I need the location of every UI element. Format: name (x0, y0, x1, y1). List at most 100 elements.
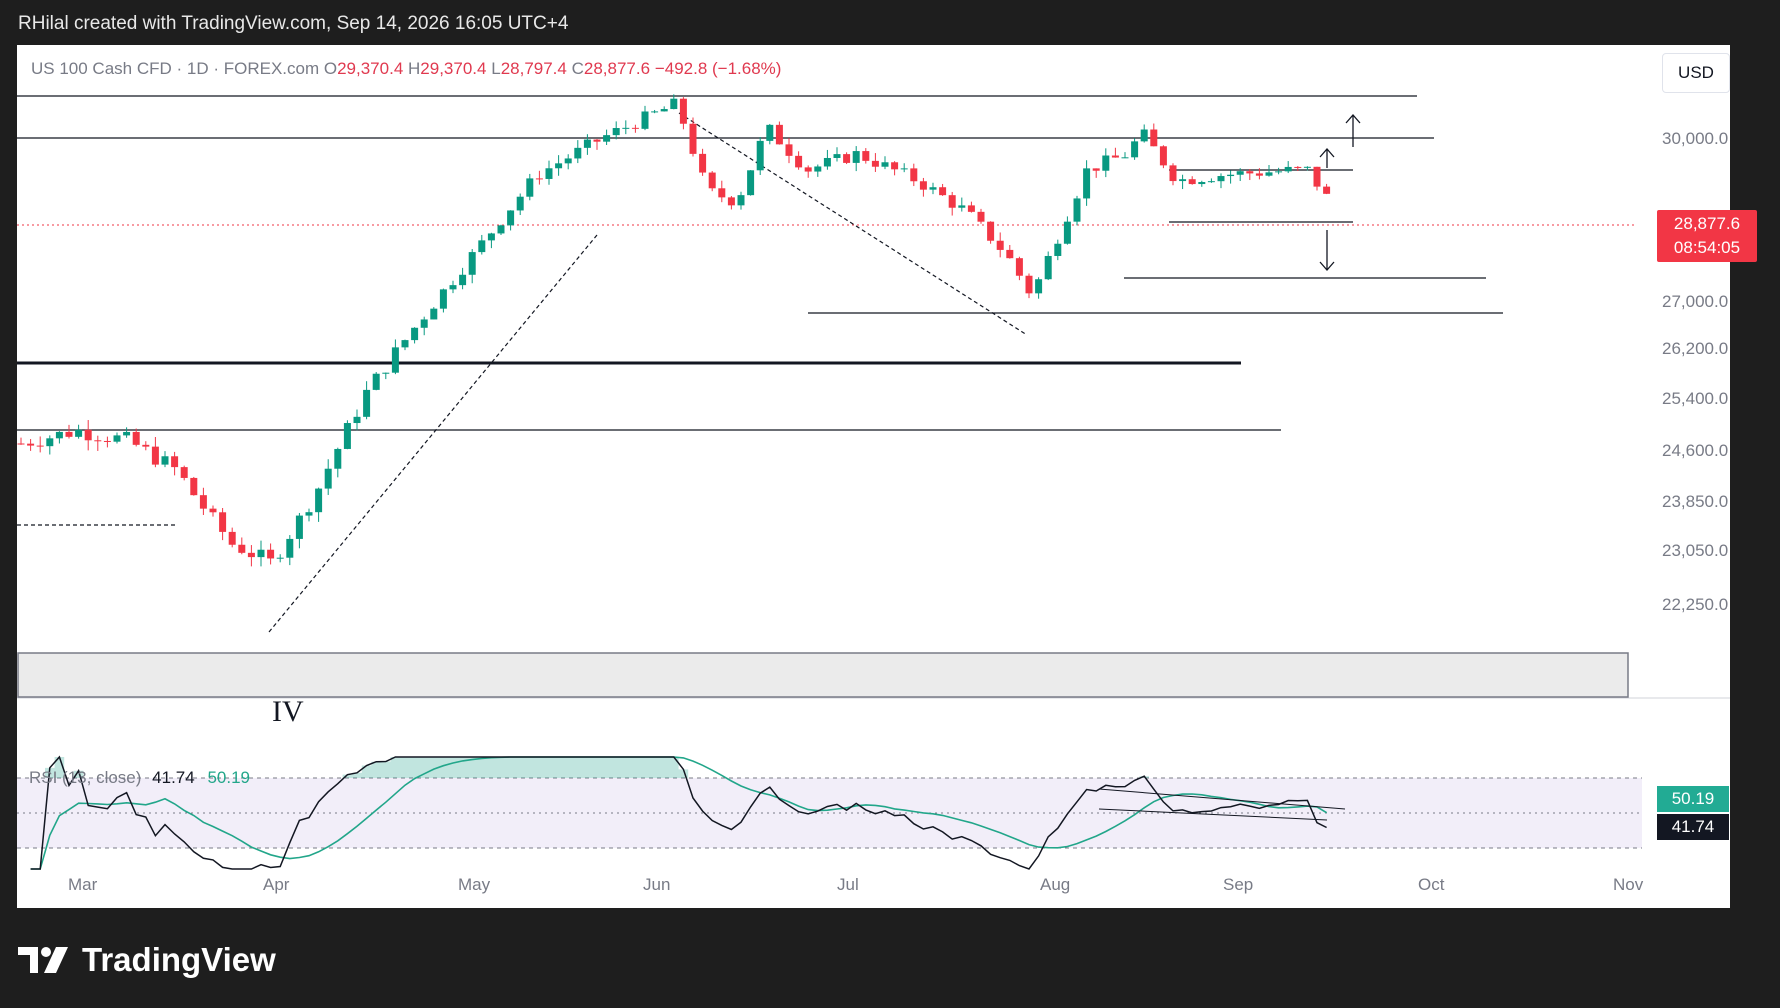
candle-body (75, 429, 83, 437)
x-tick-label: Jul (837, 875, 859, 894)
candle-body (891, 162, 899, 170)
x-tick-label: Apr (263, 875, 290, 894)
y-tick-label: 26,200.0 (1662, 339, 1728, 358)
candle-body (1313, 166, 1321, 187)
y-axis: 30,000.028,000.027,000.026,200.025,400.0… (1662, 129, 1728, 614)
low-label: L (491, 59, 501, 78)
candle-body (670, 98, 678, 110)
high-value: 29,370.4 (420, 59, 487, 78)
candle-body (1083, 168, 1091, 199)
rsi-overbought-fill (45, 757, 1149, 778)
candle-body (305, 512, 313, 516)
candle-body (1044, 255, 1052, 280)
wave-iv-zone (17, 652, 1629, 698)
candle-body (430, 308, 438, 320)
candle-body (132, 431, 140, 445)
candle-body (1217, 176, 1225, 182)
y-tick-label: 24,600.0 (1662, 441, 1728, 460)
candle-body (459, 274, 467, 286)
close-value: 28,877.6 (583, 59, 651, 78)
candle-body (439, 289, 447, 309)
candle-body (775, 124, 783, 145)
wave-iv-label: IV (272, 695, 304, 728)
candle-body (679, 98, 687, 124)
arrow-down (1319, 230, 1335, 271)
candle-body (823, 157, 831, 167)
candle-body (852, 151, 860, 163)
candle-body (516, 196, 524, 211)
chart-canvas[interactable]: 30,000.028,000.027,000.026,200.025,400.0… (17, 45, 1730, 908)
candle-body (871, 160, 879, 167)
rsi-value: 41.74 (152, 768, 195, 787)
candle-body (843, 154, 851, 163)
candle-body (708, 172, 716, 189)
candle-body (497, 225, 505, 234)
symbol-name: US 100 Cash CFD · 1D · FOREX.com (31, 59, 320, 78)
candle-body (113, 435, 121, 442)
candle-body (353, 416, 361, 424)
candle-body (94, 440, 102, 442)
candle-body (142, 444, 150, 447)
candle-body (1063, 221, 1071, 244)
candle-body (1169, 165, 1177, 182)
candle-body (766, 124, 774, 141)
chart-panel[interactable]: 30,000.028,000.027,000.026,200.025,400.0… (17, 45, 1757, 908)
change-value: −492.8 (−1.68%) (654, 59, 782, 78)
candle-body (276, 557, 284, 559)
candle-body (1255, 173, 1263, 176)
candle-body (795, 155, 803, 168)
candle-body (161, 456, 169, 465)
attribution-bar: RHilal created with TradingView.com, Sep… (0, 0, 1780, 45)
rsi-value-tag: 41.74 (1657, 814, 1729, 840)
candle-body (747, 170, 755, 196)
rsi-trendline-top (1098, 788, 1346, 810)
last-price-tag: 28,877.6 08:54:05 (1657, 210, 1757, 262)
candle-body (219, 512, 227, 532)
arrow-up-1 (1345, 114, 1361, 147)
candle-body (1284, 166, 1292, 172)
candle-body (1323, 186, 1331, 194)
candle-body (372, 373, 380, 390)
candle-body (228, 531, 236, 545)
low-value: 28,797.4 (500, 59, 567, 78)
candle-body (420, 319, 428, 328)
attribution-text: RHilal created with TradingView.com, Sep… (18, 13, 569, 34)
rsi-ma-value: 50.19 (207, 768, 250, 787)
candle-body (593, 139, 601, 142)
x-tick-label: Jun (643, 875, 670, 894)
candle-body (862, 151, 870, 161)
currency-button[interactable]: USD (1662, 53, 1730, 93)
last-price-value: 28,877.6 (1673, 214, 1741, 233)
candle-body (171, 456, 179, 468)
candle-body (1111, 155, 1119, 158)
candle-body (583, 139, 591, 148)
candle-body (699, 153, 707, 173)
candle-body (1035, 279, 1043, 294)
candle-body (401, 340, 409, 348)
candle-body (1265, 172, 1273, 176)
downtrend-dashed-line (678, 112, 1028, 336)
candle-body (209, 508, 217, 513)
candle-body (631, 127, 639, 129)
tradingview-logo-icon (18, 947, 68, 973)
candle-body (1121, 157, 1129, 159)
candle-body (737, 195, 745, 206)
candle-body (910, 168, 918, 182)
y-tick-label: 25,400.0 (1662, 389, 1728, 408)
symbol-legend: US 100 Cash CFD · 1D · FOREX.com O29,370… (31, 59, 781, 79)
rsi-trendline-bottom (1098, 808, 1328, 821)
candle-body (411, 327, 419, 341)
candle-body (1015, 258, 1023, 276)
bar-countdown: 08:54:05 (1673, 238, 1741, 257)
candle-body (622, 127, 630, 129)
candle-body (958, 205, 966, 208)
candle-body (833, 154, 841, 158)
arrow-up-2 (1319, 148, 1335, 168)
y-tick-label: 27,000.0 (1662, 292, 1728, 311)
candle-body (257, 549, 265, 558)
candle-body (382, 372, 390, 374)
candle-body (948, 195, 956, 208)
candle-body (689, 123, 697, 154)
candle-body (199, 495, 207, 509)
candle-body (1054, 243, 1062, 256)
